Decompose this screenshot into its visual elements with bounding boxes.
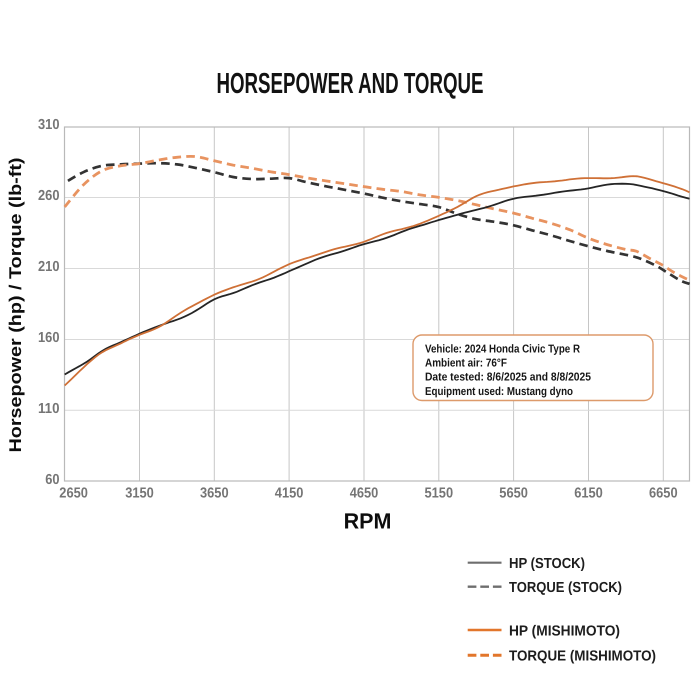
svg-text:TORQUE (STOCK): TORQUE (STOCK): [509, 580, 622, 596]
svg-text:310: 310: [38, 117, 60, 133]
svg-text:HP (MISHIMOTO): HP (MISHIMOTO): [509, 623, 620, 639]
svg-text:3150: 3150: [125, 485, 154, 501]
svg-text:110: 110: [38, 401, 60, 417]
svg-text:TORQUE (MISHIMOTO): TORQUE (MISHIMOTO): [509, 649, 656, 665]
svg-text:6150: 6150: [574, 485, 603, 501]
svg-text:160: 160: [38, 330, 60, 346]
svg-text:60: 60: [45, 472, 59, 488]
svg-text:Horsepower (hp) / Torque (lb-f: Horsepower (hp) / Torque (lb-ft): [6, 158, 25, 453]
svg-text:Ambient air: 76°F: Ambient air: 76°F: [425, 358, 507, 370]
svg-text:5650: 5650: [499, 485, 528, 501]
svg-text:HP (STOCK): HP (STOCK): [509, 556, 585, 572]
svg-text:5150: 5150: [425, 485, 454, 501]
svg-text:2650: 2650: [59, 485, 88, 501]
svg-text:Vehicle: 2024 Honda Civic Type: Vehicle: 2024 Honda Civic Type R: [425, 343, 581, 355]
svg-text:HORSEPOWER AND TORQUE: HORSEPOWER AND TORQUE: [217, 68, 484, 100]
svg-text:3650: 3650: [200, 485, 229, 501]
svg-text:4650: 4650: [350, 485, 379, 501]
svg-text:6650: 6650: [649, 485, 678, 501]
svg-text:260: 260: [38, 188, 60, 204]
svg-text:RPM: RPM: [344, 509, 392, 534]
svg-text:Equipment used: Mustang dyno: Equipment used: Mustang dyno: [425, 386, 573, 398]
svg-text:Date tested: 8/6/2025 and 8/8/: Date tested: 8/6/2025 and 8/8/2025: [425, 372, 592, 384]
svg-text:4150: 4150: [275, 485, 304, 501]
svg-text:210: 210: [38, 259, 60, 275]
